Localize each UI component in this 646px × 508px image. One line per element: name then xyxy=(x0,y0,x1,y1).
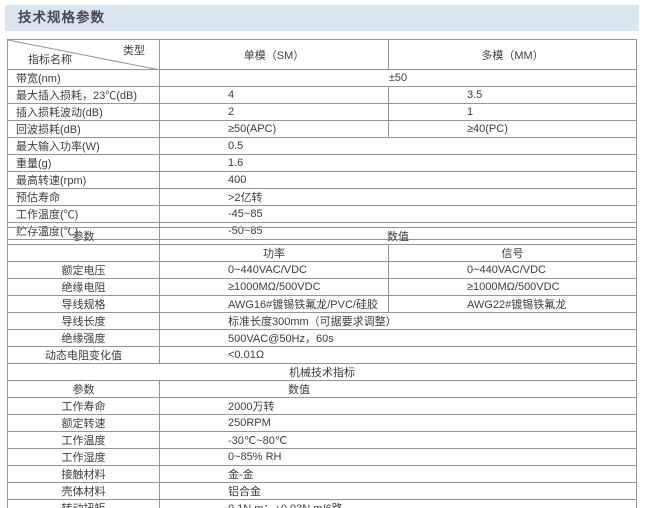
table-header-row: 类型 指标名称 单模（SM） 多模（MM） xyxy=(7,39,637,70)
section-title-bar: 技术规格参数 xyxy=(5,5,639,31)
section-divider-cell: 机械技术指标 xyxy=(7,363,637,381)
section-title: 技术规格参数 xyxy=(18,10,105,25)
table-row: 工作寿命 2000万转 xyxy=(7,397,637,415)
row-label-cell: 预估寿命 xyxy=(7,188,160,206)
merged-value-cell: 2000万转 xyxy=(159,397,637,415)
section-divider-row: 机械技术指标 xyxy=(7,363,637,381)
table-row: 绝缘电阻 ≥1000MΩ/500VDC ≥1000MΩ/500VDC xyxy=(7,278,637,296)
row-label-cell: 工作温度 xyxy=(7,431,160,449)
row-label-cell: 绝缘强度 xyxy=(7,329,160,347)
table-row: 额定转速 250RPM xyxy=(7,414,637,432)
row-label-cell: 额定转速 xyxy=(7,414,160,432)
merged-value-cell: -45~85 xyxy=(159,205,637,223)
table-row: 导线规格 AWG16#镀锡铁氟龙/PVC/硅胶 AWG22#镀锡铁氟龙 xyxy=(7,295,637,313)
value-cell-signal: AWG22#镀锡铁氟龙 xyxy=(388,295,637,313)
value-cell-mm: ≥40(PC) xyxy=(388,120,637,138)
value-cell-sm: ≥50(APC) xyxy=(159,120,389,138)
merged-value-cell: 0~85% RH xyxy=(159,448,637,466)
value-cell-signal: 0~440VAC/VDC xyxy=(388,261,637,279)
table-row: 工作温度 -30℃~80℃ xyxy=(7,431,637,449)
row-label-cell: 壳体材料 xyxy=(7,482,160,500)
header-value-cell: 数值 xyxy=(159,227,637,245)
table-row: 带宽(nm) ±50 xyxy=(7,69,637,87)
table-header-row: 参数 数值 xyxy=(7,227,637,245)
row-label-cell: 导线长度 xyxy=(7,312,160,330)
table-row: 重量(g) 1.6 xyxy=(7,154,637,172)
merged-value-cell: 0.5 xyxy=(159,137,637,155)
merged-value-cell: 铝合金 xyxy=(159,482,637,500)
table-subheader-row: 功率 信号 xyxy=(7,244,637,262)
table-row: 插入损耗波动(dB) 2 1 xyxy=(7,103,637,121)
row-label-cell: 工作温度(℃) xyxy=(7,205,160,223)
table-row: 最大输入功率(W) 0.5 xyxy=(7,137,637,155)
merged-value-cell: 250RPM xyxy=(159,414,637,432)
table-row: 预估寿命 >2亿转 xyxy=(7,188,637,206)
spec-table-general: 类型 指标名称 单模（SM） 多模（MM） 带宽(nm) ±50 最大插入损耗，… xyxy=(7,39,637,240)
header-value-cell: 数值 xyxy=(159,380,637,398)
table-header-row: 参数 数值 xyxy=(7,380,637,398)
spec-table-electrical-mechanical: 参数 数值 功率 信号 额定电压 0~440VAC/VDC 0~440VAC/V… xyxy=(7,227,637,508)
value-cell-sm: 2 xyxy=(159,103,389,121)
table-row: 工作湿度 0~85% RH xyxy=(7,448,637,466)
merged-value-cell: ±50 xyxy=(159,69,637,87)
row-label-cell: 带宽(nm) xyxy=(7,69,160,87)
row-label-cell: 额定电压 xyxy=(7,261,160,279)
table-row: 接触材料 金-金 xyxy=(7,465,637,483)
table-row: 绝缘强度 500VAC@50Hz，60s xyxy=(7,329,637,347)
row-label-cell: 绝缘电阻 xyxy=(7,278,160,296)
empty-cell xyxy=(7,244,160,262)
table-row: 回波损耗(dB) ≥50(APC) ≥40(PC) xyxy=(7,120,637,138)
merged-value-cell: 金-金 xyxy=(159,465,637,483)
corner-label-indicator: 指标名称 xyxy=(28,54,72,66)
row-label-cell: 插入损耗波动(dB) xyxy=(7,103,160,121)
subheader-power-cell: 功率 xyxy=(159,244,389,262)
corner-label-type: 类型 xyxy=(123,45,145,57)
value-cell-power: ≥1000MΩ/500VDC xyxy=(159,278,389,296)
row-label-cell: 回波损耗(dB) xyxy=(7,120,160,138)
merged-value-cell: >2亿转 xyxy=(159,188,637,206)
table-row: 导线长度 标准长度300mm（可据要求调整） xyxy=(7,312,637,330)
header-param-cell: 参数 xyxy=(7,380,160,398)
column-header-sm: 单模（SM） xyxy=(159,39,389,70)
merged-value-cell: 0.1N.m；+0.03N.m/6路 xyxy=(159,499,637,508)
table-row: 最大插入损耗，23℃(dB) 4 3.5 xyxy=(7,86,637,104)
value-cell-power: AWG16#镀锡铁氟龙/PVC/硅胶 xyxy=(159,295,389,313)
table-row: 最高转速(rpm) 400 xyxy=(7,171,637,189)
row-label-cell: 最大插入损耗，23℃(dB) xyxy=(7,86,160,104)
table-row: 额定电压 0~440VAC/VDC 0~440VAC/VDC xyxy=(7,261,637,279)
merged-value-cell: 400 xyxy=(159,171,637,189)
row-label-cell: 动态电阻变化值 xyxy=(7,346,160,364)
merged-value-cell: 标准长度300mm（可据要求调整） xyxy=(159,312,637,330)
subheader-signal-cell: 信号 xyxy=(388,244,637,262)
row-label-cell: 工作湿度 xyxy=(7,448,160,466)
diagonal-divider-line xyxy=(8,40,155,69)
row-label-cell: 最大输入功率(W) xyxy=(7,137,160,155)
header-param-cell: 参数 xyxy=(7,227,160,245)
row-label-cell: 最高转速(rpm) xyxy=(7,171,160,189)
column-header-mm: 多模（MM） xyxy=(388,39,637,70)
row-label-cell: 重量(g) xyxy=(7,154,160,172)
value-cell-mm: 3.5 xyxy=(388,86,637,104)
table-row: 壳体材料 铝合金 xyxy=(7,482,637,500)
value-cell-sm: 4 xyxy=(159,86,389,104)
table-row: 动态电阻变化值 <0.01Ω xyxy=(7,346,637,364)
merged-value-cell: -30℃~80℃ xyxy=(159,431,637,449)
row-label-cell: 转动扭矩 xyxy=(7,499,160,508)
row-label-cell: 接触材料 xyxy=(7,465,160,483)
merged-value-cell: <0.01Ω xyxy=(159,346,637,364)
table-row: 工作温度(℃) -45~85 xyxy=(7,205,637,223)
row-label-cell: 导线规格 xyxy=(7,295,160,313)
value-cell-signal: ≥1000MΩ/500VDC xyxy=(388,278,637,296)
diagonal-corner-cell: 类型 指标名称 xyxy=(7,39,160,70)
table-row: 转动扭矩 0.1N.m；+0.03N.m/6路 xyxy=(7,499,637,508)
merged-value-cell: 500VAC@50Hz，60s xyxy=(159,329,637,347)
value-cell-power: 0~440VAC/VDC xyxy=(159,261,389,279)
merged-value-cell: 1.6 xyxy=(159,154,637,172)
row-label-cell: 工作寿命 xyxy=(7,397,160,415)
value-cell-mm: 1 xyxy=(388,103,637,121)
